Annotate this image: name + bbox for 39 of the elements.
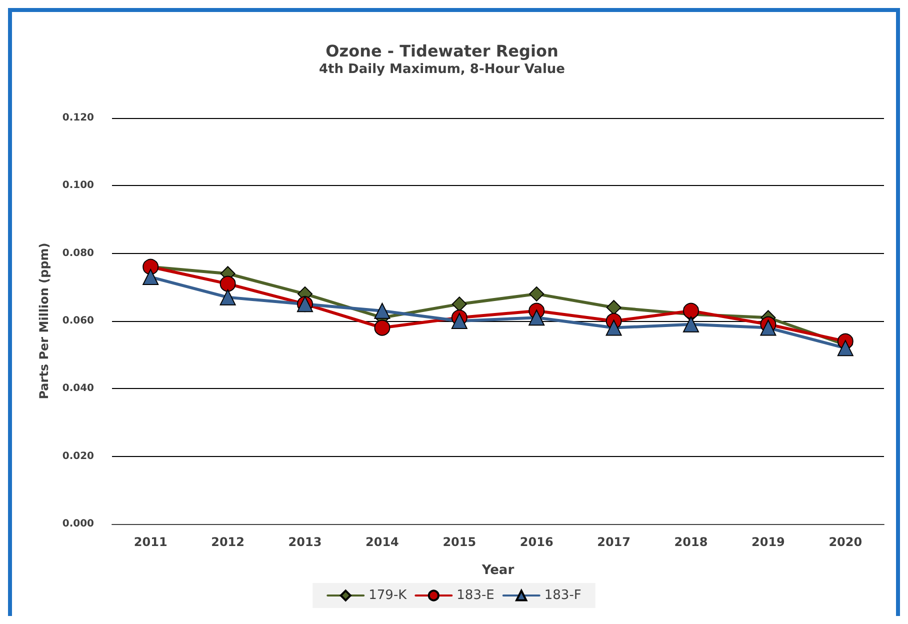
chart-title: Ozone - Tidewater Region — [326, 42, 558, 60]
point — [374, 320, 390, 336]
x-tick-label: 2019 — [751, 535, 785, 549]
legend-label: 183-E — [456, 588, 494, 603]
x-tick-label: 2020 — [828, 535, 862, 549]
y-tick-label: 0.020 — [62, 450, 94, 462]
y-tick-label: 0.060 — [62, 316, 94, 326]
point — [220, 289, 236, 306]
legend-label: 179-K — [368, 588, 408, 603]
point — [683, 302, 699, 319]
x-tick-label: 2012 — [211, 535, 245, 549]
point — [528, 310, 545, 326]
x-tick-label: 2016 — [520, 535, 554, 549]
point — [606, 300, 622, 315]
y-tick-label: 0.120 — [62, 112, 94, 124]
point — [451, 313, 468, 329]
y-tick-label: 0.040 — [62, 383, 94, 394]
x-tick-label: 2013 — [288, 535, 322, 549]
legend-label: 183-F — [544, 588, 582, 603]
point — [220, 276, 236, 292]
y-tick-label: 0.100 — [62, 180, 94, 192]
y-tick-label: 0.000 — [62, 518, 94, 530]
x-tick-label: 2017 — [597, 535, 631, 549]
point — [606, 320, 622, 336]
x-axis-title: Year — [480, 563, 515, 578]
y-axis-title: Parts Per Million (ppm) — [37, 242, 51, 400]
point — [374, 302, 390, 319]
point — [529, 286, 544, 302]
point — [142, 269, 159, 286]
x-tick-label: 2018 — [674, 535, 708, 549]
chart-subtitle: 4th Daily Maximum, 8-Hour Value — [319, 62, 566, 77]
x-tick-label: 2014 — [365, 535, 399, 549]
y-tick-label: 0.080 — [62, 248, 94, 259]
point — [452, 296, 467, 312]
point — [760, 320, 776, 336]
point — [683, 316, 699, 332]
x-tick-label: 2011 — [134, 535, 168, 549]
point — [837, 340, 854, 356]
x-tick-label: 2015 — [442, 535, 476, 549]
